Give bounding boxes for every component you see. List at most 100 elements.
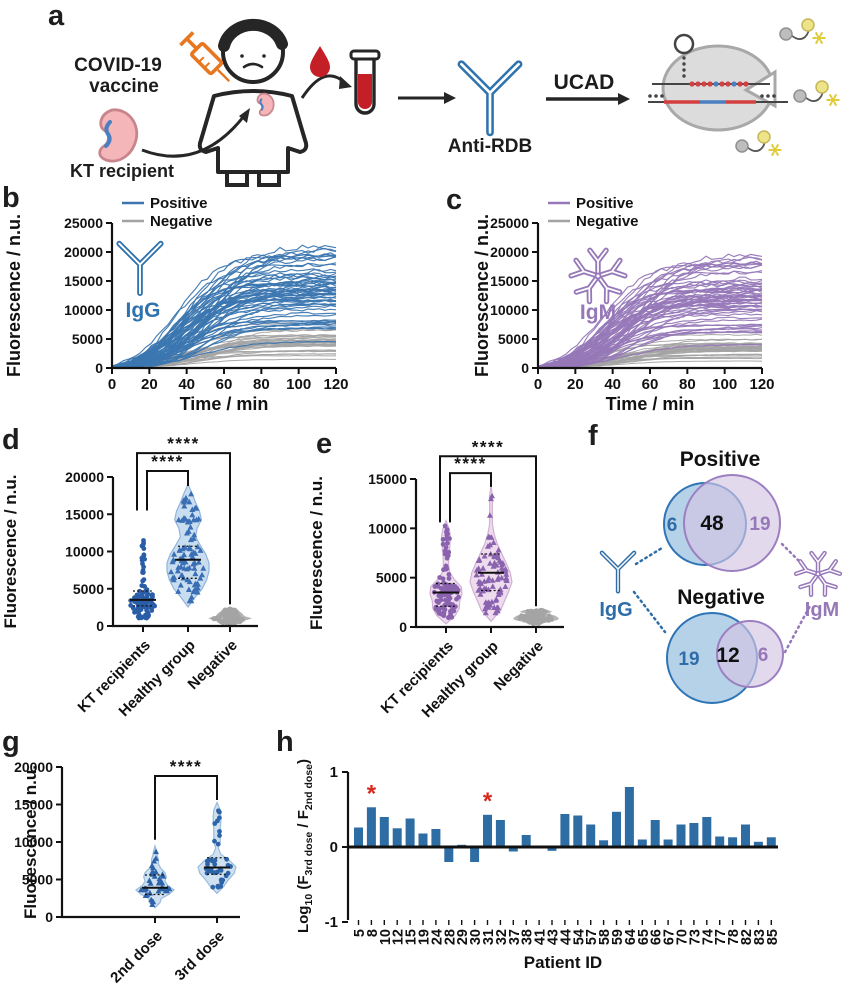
venn-title: Positive: [680, 448, 761, 471]
data-point: [212, 861, 218, 867]
svg-text:0: 0: [399, 619, 407, 635]
y-axis-label: Fluorescence / n.u.: [4, 214, 24, 377]
significance-stars: ****: [151, 452, 183, 471]
ucad-arrow: [546, 93, 630, 105]
chart-area: 0 5000 10000 15000 20000 25000 0 20 40 60 80 100 120…: [472, 195, 775, 414]
data-point: [222, 617, 228, 622]
venn-title: Negative: [677, 586, 765, 609]
data-point: [215, 883, 221, 889]
data-point: [210, 884, 216, 890]
data-point: [177, 563, 184, 570]
data-point: [490, 539, 497, 545]
data-point: [150, 869, 157, 876]
data-point: [175, 516, 182, 523]
data-point: [438, 585, 444, 591]
svg-text:0: 0: [96, 618, 104, 634]
bar: [405, 818, 415, 847]
bar: [547, 847, 557, 851]
category-label: Negative: [491, 638, 547, 694]
panel-label-f: f: [588, 420, 598, 452]
svg-text:20: 20: [567, 376, 584, 393]
dotted-connector: [634, 546, 664, 566]
svg-text:5000: 5000: [376, 570, 407, 586]
patient-id-label: 73: [687, 929, 703, 945]
outlier-flag: *: [367, 780, 377, 807]
svg-text:15000: 15000: [490, 273, 529, 289]
significance-stars: ****: [167, 434, 199, 453]
x-axis-label: Patient ID: [524, 953, 602, 972]
igg-antibody-icon: [116, 240, 164, 297]
patient-id-label: 30: [468, 929, 484, 945]
data-point: [186, 518, 193, 524]
data-point: [188, 593, 195, 600]
bar: [379, 817, 389, 847]
svg-text:0: 0: [45, 909, 53, 925]
data-point: [191, 531, 198, 538]
data-point: [440, 537, 446, 542]
data-point: [434, 599, 440, 604]
svg-text:5000: 5000: [498, 331, 529, 347]
data-point: [156, 875, 163, 882]
svg-text:20000: 20000: [65, 469, 104, 485]
svg-text:10000: 10000: [64, 302, 103, 318]
panel-a-schematic: COVID-19 vaccine KT recipient: [70, 18, 840, 187]
patient-id-label: 28: [442, 929, 458, 945]
patient-id-label: 37: [507, 929, 523, 945]
data-point: [150, 898, 157, 905]
data-point: [487, 512, 493, 518]
igm-circle: [716, 620, 784, 688]
overlap-count: 12: [716, 644, 739, 667]
data-point: [145, 610, 151, 616]
data-point: [503, 574, 510, 581]
data-point: [191, 581, 198, 588]
patient-id-label: 5: [352, 929, 368, 937]
igm-antibody-icon: [568, 247, 628, 305]
svg-text:0: 0: [95, 360, 103, 376]
patient-id-label: 32: [494, 929, 510, 945]
data-point: [517, 615, 522, 621]
data-point: [178, 572, 185, 578]
data-point: [181, 502, 188, 509]
patient-id-label: 82: [739, 929, 755, 945]
data-point: [478, 580, 485, 586]
data-point: [492, 553, 498, 560]
reporter-probes: [735, 18, 840, 157]
data-point: [188, 490, 195, 497]
significance-bracket: [439, 455, 537, 607]
data-point: [205, 861, 210, 867]
significance-bracket: [136, 452, 231, 605]
svg-text:10000: 10000: [14, 834, 53, 850]
svg-text:40: 40: [604, 376, 621, 393]
data-point: [495, 554, 502, 561]
bar: [470, 847, 480, 862]
data-point: [240, 617, 246, 622]
data-point: [483, 585, 490, 592]
data-point: [441, 580, 447, 586]
anti-rdb-label: Anti-RDB: [448, 136, 532, 157]
svg-text:15000: 15000: [64, 273, 103, 289]
data-point: [138, 886, 145, 893]
data-point: [217, 833, 222, 838]
venn-area: Positive 6 48 19 Negative 19 12 6 IgG IgM: [599, 448, 843, 704]
svg-text:-1: -1: [325, 914, 338, 931]
svg-text:60: 60: [642, 376, 659, 393]
data-point: [171, 551, 178, 557]
data-point: [456, 594, 461, 600]
data-point: [179, 545, 186, 552]
svg-text:5000: 5000: [72, 331, 103, 347]
svg-text:15000: 15000: [14, 797, 53, 813]
data-point: [442, 523, 448, 529]
data-point: [139, 543, 145, 549]
svg-text:25000: 25000: [490, 215, 529, 231]
data-point: [195, 515, 202, 522]
bar: [599, 840, 609, 848]
data-point: [492, 597, 499, 603]
transplant-arrow: [141, 108, 250, 158]
data-point: [194, 589, 201, 595]
data-point: [480, 565, 487, 571]
data-point: [448, 583, 454, 589]
data-point: [146, 877, 153, 883]
data-point: [217, 829, 222, 834]
data-point: [482, 609, 489, 616]
